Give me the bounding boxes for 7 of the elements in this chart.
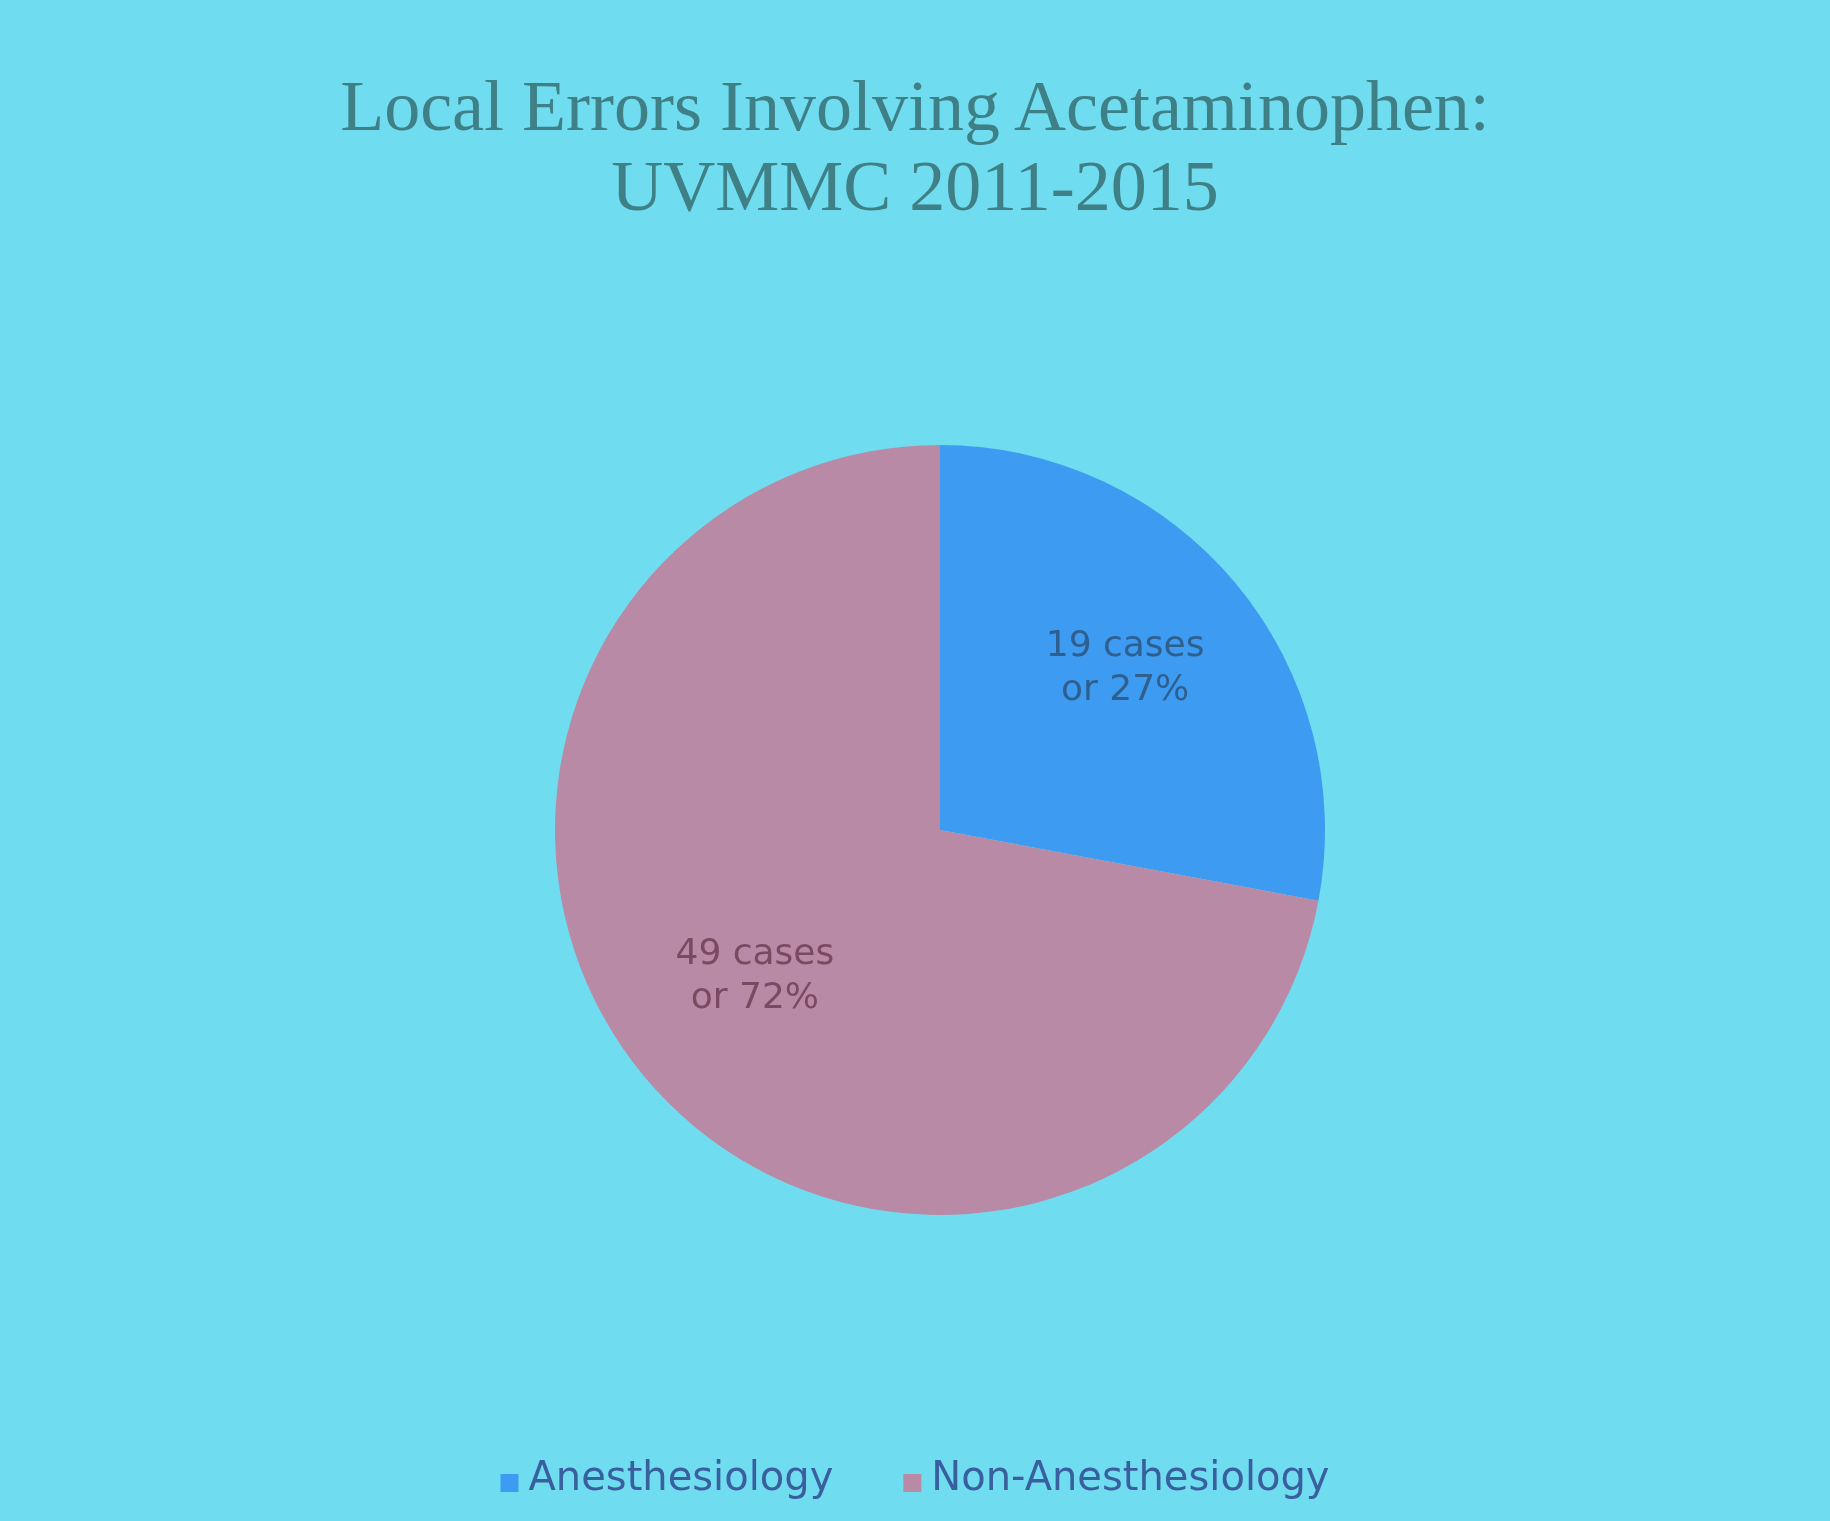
chart-title: Local Errors Involving Acetaminophen: UVMMC 2011-2015 [340,66,1490,226]
legend-label: Non-Anesthesiology [931,1453,1330,1499]
pie-slice [940,445,1325,901]
pie-slice [555,445,1319,1215]
legend-label: Anesthesiology [528,1453,834,1499]
data-label: 49 cases or 72% [675,930,835,1016]
data-label: 19 cases or 27% [1045,623,1205,709]
